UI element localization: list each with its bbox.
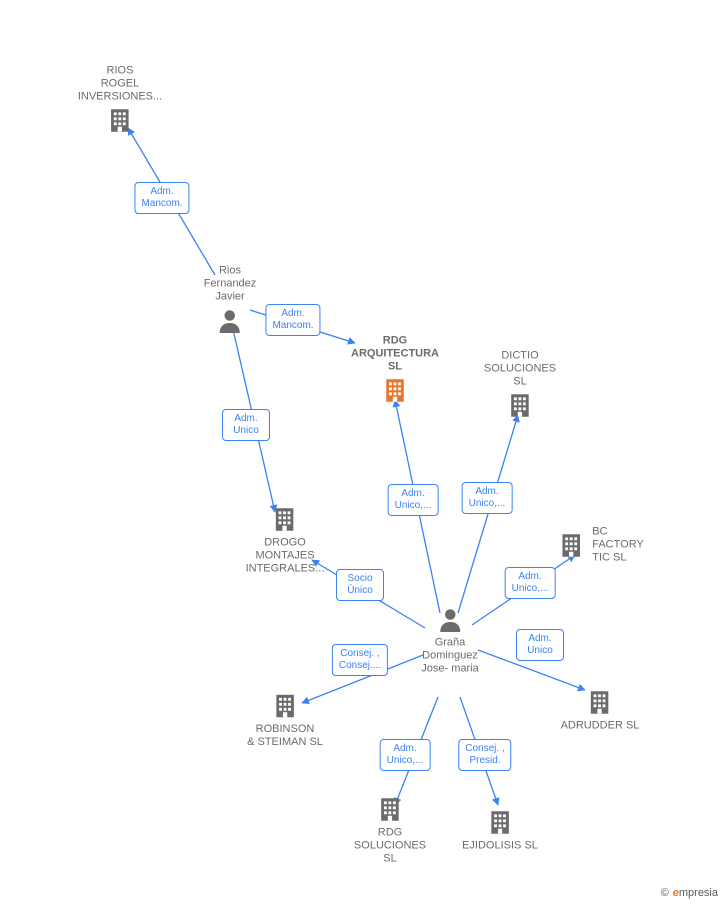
node-robinson[interactable]: ROBINSON & STEIMAN SL [247,691,323,749]
building-icon [556,530,586,560]
edge-label: Socio Único [336,569,384,601]
edge-label: Adm. Unico,... [380,739,431,771]
node-rdg_sol[interactable]: RDG SOLUCIONES SL [354,795,426,866]
edge-label: Adm. Unico [222,409,270,441]
node-label: RIOS ROGEL INVERSIONES... [78,65,162,104]
person-icon [215,306,245,336]
person-icon [435,605,465,635]
edge-label: Adm. Mancom. [134,182,189,214]
edge-label: Consej. , Consej.... [332,644,388,676]
node-ejidolisis[interactable]: EJIDOLISIS SL [462,808,538,853]
building-icon [505,391,535,421]
edge-label: Consej. , Presid. [458,739,511,771]
edge-label: Adm. Unico,... [505,567,556,599]
node-dictio[interactable]: DICTIO SOLUCIONES SL [484,350,556,421]
edges-layer [0,0,728,905]
node-rios_javier[interactable]: Rios Fernandez Javier [204,265,257,336]
node-label: ROBINSON & STEIMAN SL [247,723,323,749]
edge-label: Adm. Unico,... [462,482,513,514]
copyright-brand: empresia [673,887,718,899]
node-label: Rios Fernandez Javier [204,265,257,304]
node-grana[interactable]: Graña Dominguez Jose- maria [421,605,478,676]
node-bc_factory[interactable]: BC FACTORY TIC SL [556,526,644,565]
node-rdg_arq[interactable]: RDG ARQUITECTURA SL [351,335,439,406]
node-label: EJIDOLISIS SL [462,840,538,853]
edge-label: Adm. Unico [516,629,564,661]
building-icon [585,688,615,718]
edge-label: Adm. Unico,... [388,484,439,516]
node-label: ADRUDDER SL [561,720,640,733]
node-label: DICTIO SOLUCIONES SL [484,350,556,389]
edge-label: Adm. Mancom. [265,304,320,336]
diagram-canvas: RIOS ROGEL INVERSIONES... Rios Fernandez… [0,0,728,905]
copyright: © empresia [661,887,718,899]
building-icon [380,376,410,406]
node-label: BC FACTORY TIC SL [592,526,644,565]
node-drogo[interactable]: DROGO MONTAJES INTEGRALES... [246,505,325,576]
node-label: DROGO MONTAJES INTEGRALES... [246,537,325,576]
node-rios_rogel[interactable]: RIOS ROGEL INVERSIONES... [78,65,162,136]
building-icon [485,808,515,838]
copyright-symbol: © [661,887,669,899]
node-label: Graña Dominguez Jose- maria [421,637,478,676]
node-label: RDG ARQUITECTURA SL [351,335,439,374]
building-icon [270,691,300,721]
building-icon [270,505,300,535]
building-icon [105,106,135,136]
node-label: RDG SOLUCIONES SL [354,827,426,866]
building-icon [375,795,405,825]
node-adrudder[interactable]: ADRUDDER SL [561,688,640,733]
